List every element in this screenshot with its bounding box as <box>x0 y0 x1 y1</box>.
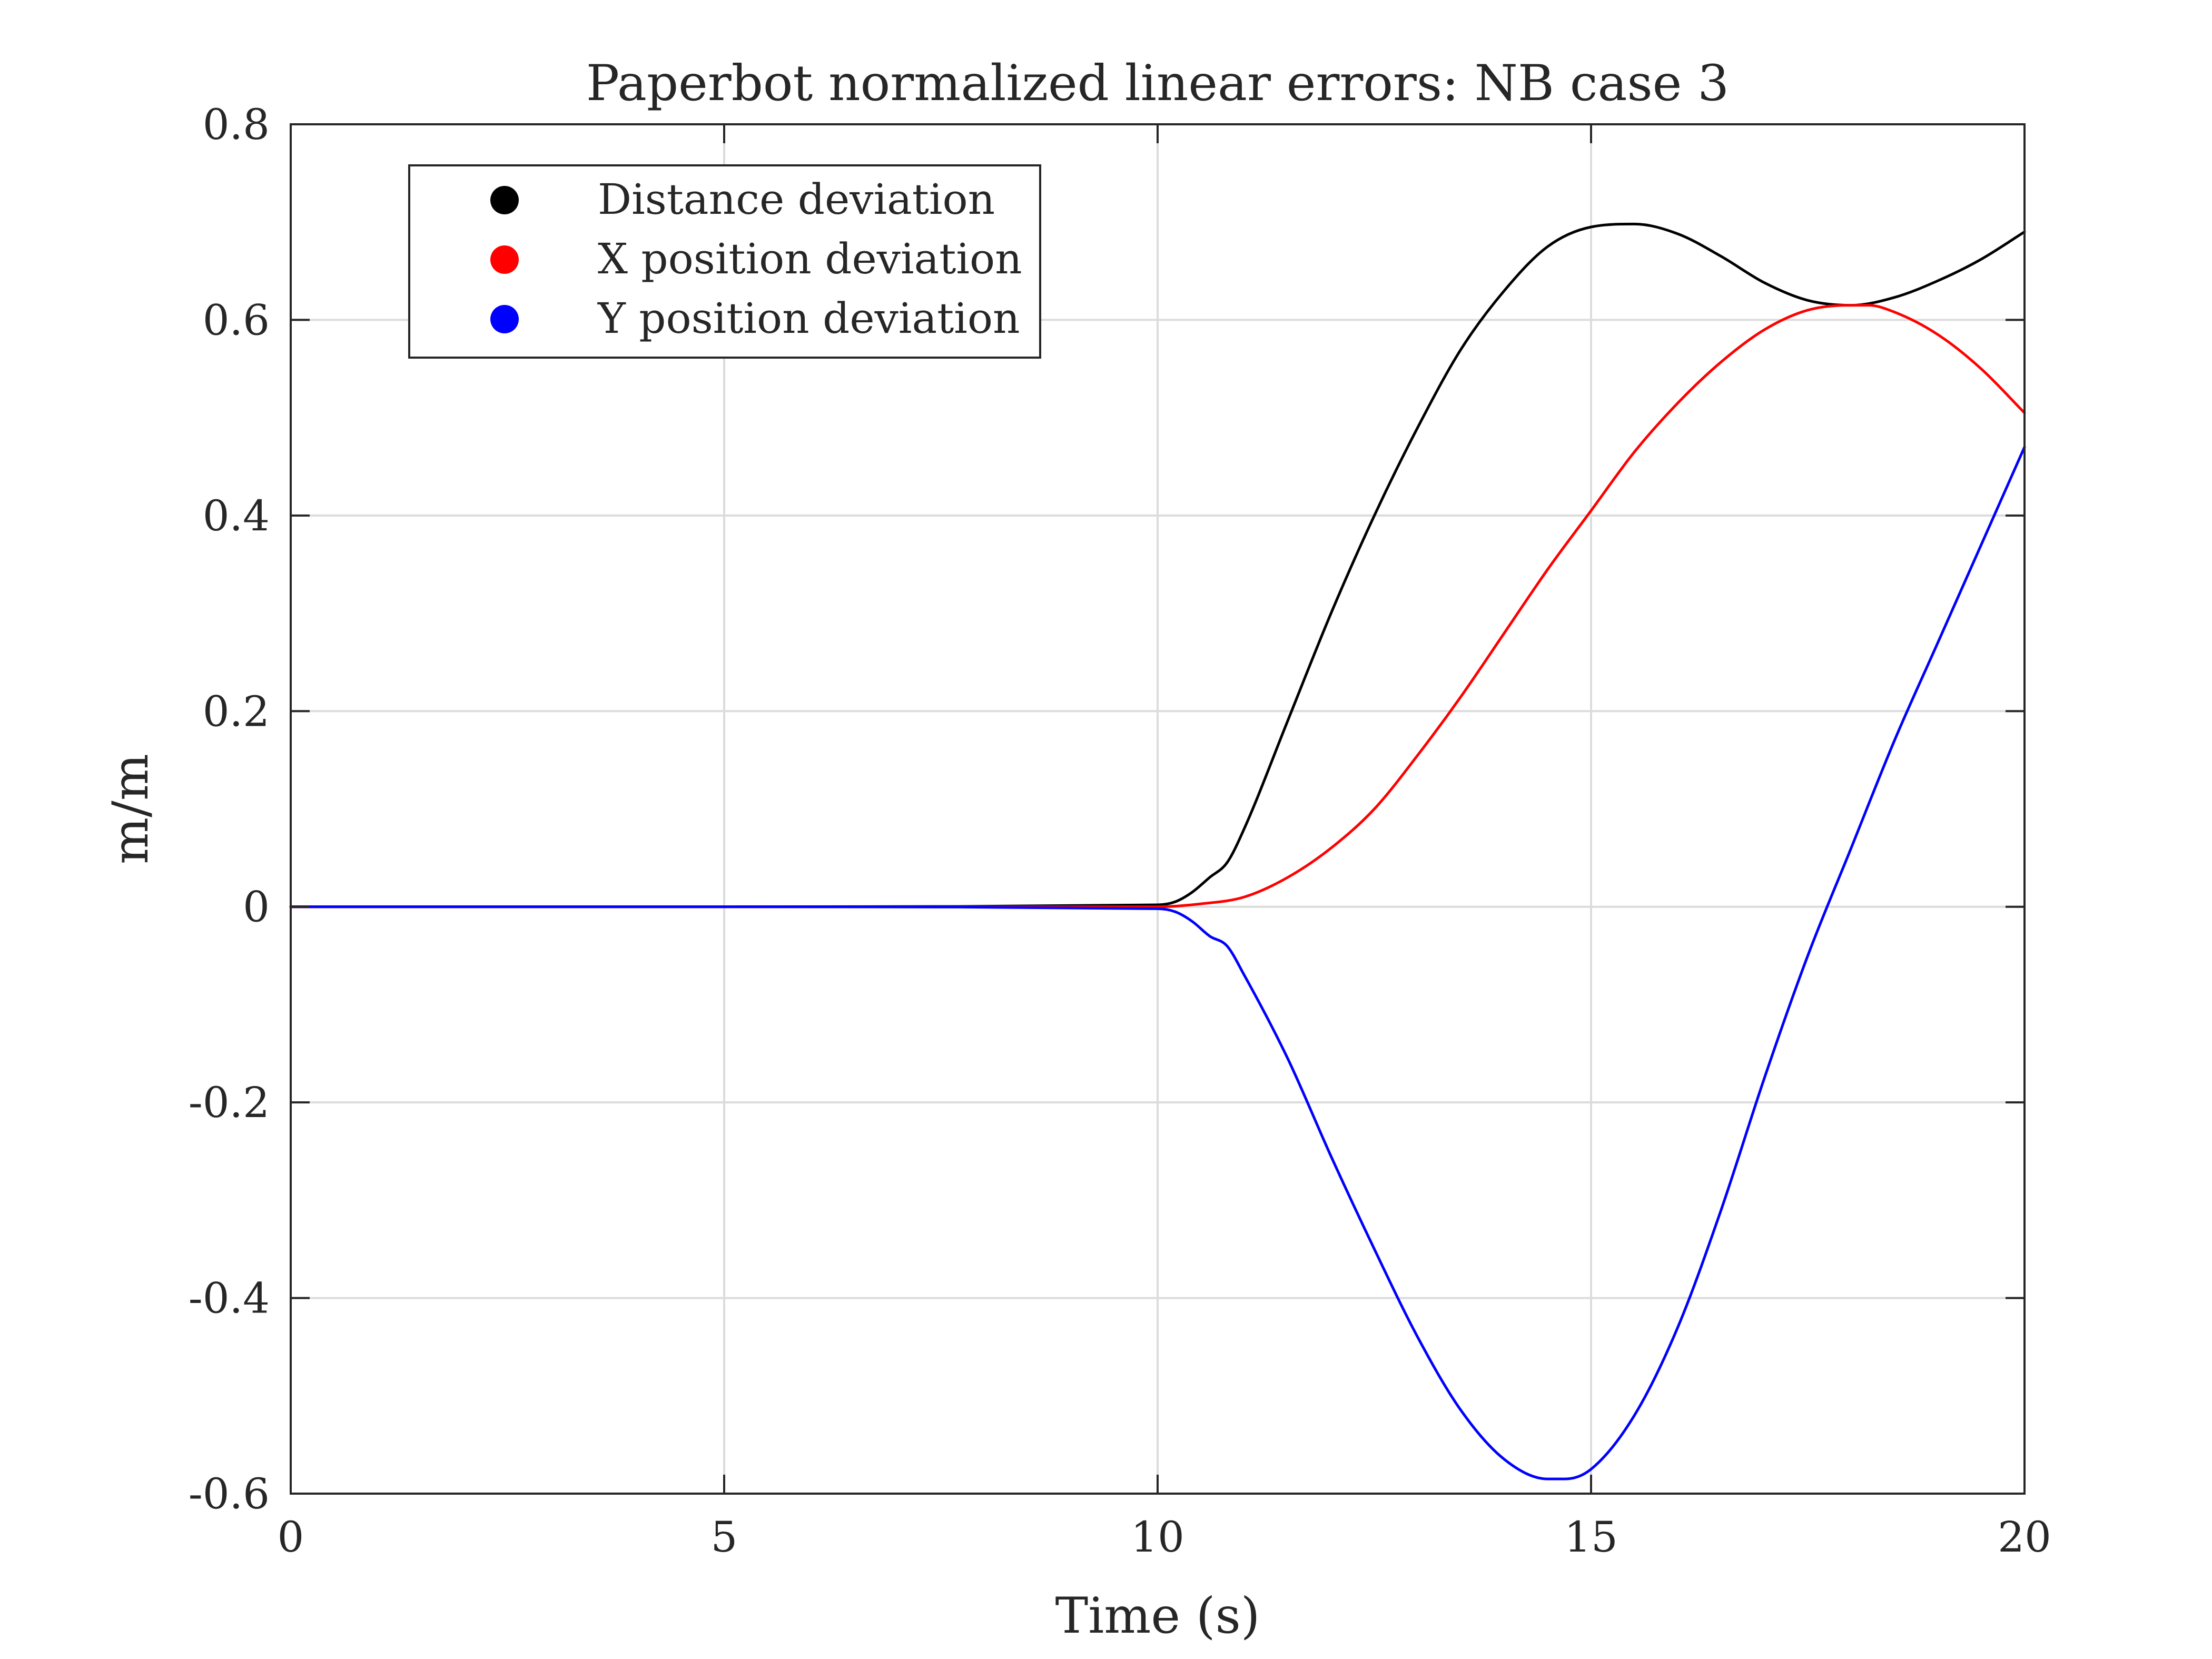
legend: Distance deviation X position deviation Y … <box>408 164 1041 359</box>
y-tick-labels: -0.6 -0.4 -0.2 0 0.2 0.4 0.6 0.8 <box>189 100 270 1518</box>
y-tick-label: 0.6 <box>203 295 270 344</box>
x-tick-label: 0 <box>278 1513 304 1562</box>
x-tick-label: 5 <box>711 1513 738 1562</box>
x-axis-label: Time (s) <box>1055 1587 1260 1645</box>
tick-marks <box>290 123 2026 1495</box>
x-tick-label: 10 <box>1131 1513 1184 1562</box>
y-tick-label: 0 <box>243 883 270 932</box>
y-tick-label: -0.2 <box>189 1078 270 1127</box>
y-tick-label: 0.8 <box>203 100 270 149</box>
legend-marker <box>490 245 519 274</box>
x-tick-label: 20 <box>1998 1513 2051 1562</box>
y-tick-label: -0.6 <box>189 1469 270 1518</box>
legend-marker <box>490 305 519 333</box>
legend-marker <box>490 186 519 214</box>
chart-title: Paperbot normalized linear errors: NB ca… <box>586 55 1729 112</box>
series-line-y-position-deviation <box>289 446 2026 1480</box>
x-tick-labels: 0 5 10 15 20 <box>278 1513 2051 1562</box>
y-axis-label: m/m <box>102 754 160 864</box>
legend-entries: Distance deviation X position deviation Y … <box>490 175 1022 343</box>
legend-label: Distance deviation <box>598 175 995 224</box>
x-tick-label: 15 <box>1564 1513 1618 1562</box>
series-lines <box>289 222 2026 1480</box>
series-line-distance-deviation <box>289 222 2026 908</box>
legend-label: Y position deviation <box>597 294 1020 343</box>
y-tick-label: 0.4 <box>203 491 270 540</box>
y-tick-label: 0.2 <box>203 687 270 736</box>
y-tick-label: -0.4 <box>189 1274 270 1323</box>
legend-label: X position deviation <box>598 234 1022 283</box>
